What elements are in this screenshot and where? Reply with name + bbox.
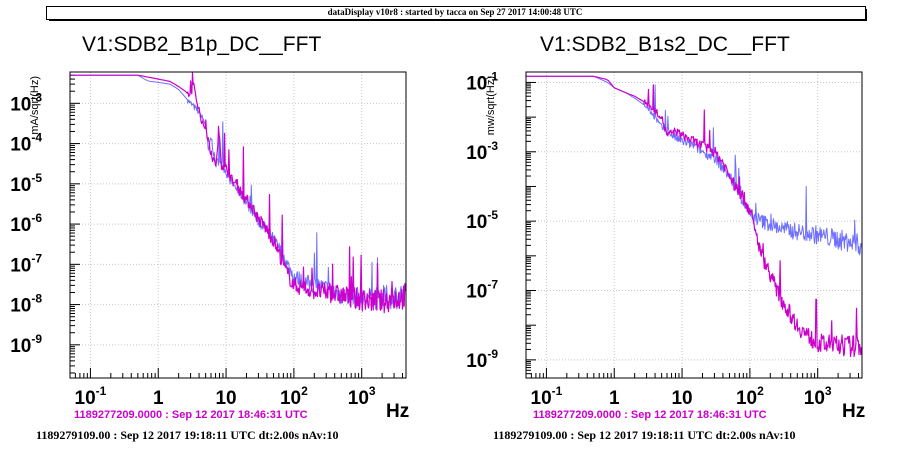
current-timestamp-left: 1189279109.00 : Sep 12 2017 19:18:11 UTC… (36, 428, 339, 442)
plot-title-right: V1:SDB2_B1s2_DC__FFT (540, 33, 790, 56)
left-series-reference (70, 72, 407, 314)
right-xtick-label-0: 10-1 (531, 384, 563, 409)
left-xtick-label-4: 103 (348, 384, 376, 409)
right-xtick-label-1: 1 (609, 388, 620, 409)
right-ytick-label-2: 10-5 (466, 208, 498, 233)
left-ytick-label-0: 10-9 (10, 332, 42, 357)
plot-title-left: V1:SDB2_B1p_DC__FFT (82, 33, 322, 56)
left-ylabel: mA/sqrt(Hz) (29, 76, 41, 135)
reference-timestamp-right: 1189277209.0000 : Sep 12 2017 18:46:31 U… (533, 409, 767, 421)
left-ytick-label-4: 10-5 (10, 171, 42, 196)
right-ytick-label-3: 10-3 (466, 139, 498, 164)
right-xtick-label-3: 102 (736, 384, 764, 409)
left-xlabel: Hz (386, 401, 409, 422)
right-xtick-label-4: 103 (804, 384, 832, 409)
left-ytick-label-5: 10-4 (10, 131, 42, 156)
right-ylabel: mw/sqrt(Hz) (485, 76, 497, 135)
right-ytick-label-1: 10-7 (466, 278, 498, 303)
current-timestamp-right: 1189279109.00 : Sep 12 2017 19:18:11 UTC… (493, 428, 796, 442)
left-ytick-label-3: 10-6 (10, 211, 42, 236)
right-series-reference (526, 75, 863, 358)
reference-timestamp-left: 1189277209.0000 : Sep 12 2017 18:46:31 U… (74, 409, 308, 421)
right-ytick-label-4: 10-1 (466, 69, 498, 94)
right-xtick-label-2: 10 (671, 388, 692, 409)
left-xtick-label-2: 10 (215, 388, 236, 409)
left-ytick-label-1: 10-8 (10, 292, 42, 317)
right-ytick-label-0: 10-9 (466, 347, 498, 372)
right-xlabel: Hz (842, 401, 865, 422)
left-ytick-label-6: 10-3 (10, 90, 42, 115)
left-plot-frame (69, 71, 407, 379)
left-xtick-label-1: 1 (153, 388, 164, 409)
header-bar (46, 6, 866, 20)
right-plot-frame (525, 71, 863, 379)
left-ytick-label-2: 10-7 (10, 251, 42, 276)
right-series-current (526, 75, 863, 256)
header-title: dataDisplay v10r8 : started by tacca on … (327, 7, 583, 17)
left-xtick-label-0: 10-1 (75, 384, 107, 409)
left-xtick-label-3: 102 (280, 384, 308, 409)
